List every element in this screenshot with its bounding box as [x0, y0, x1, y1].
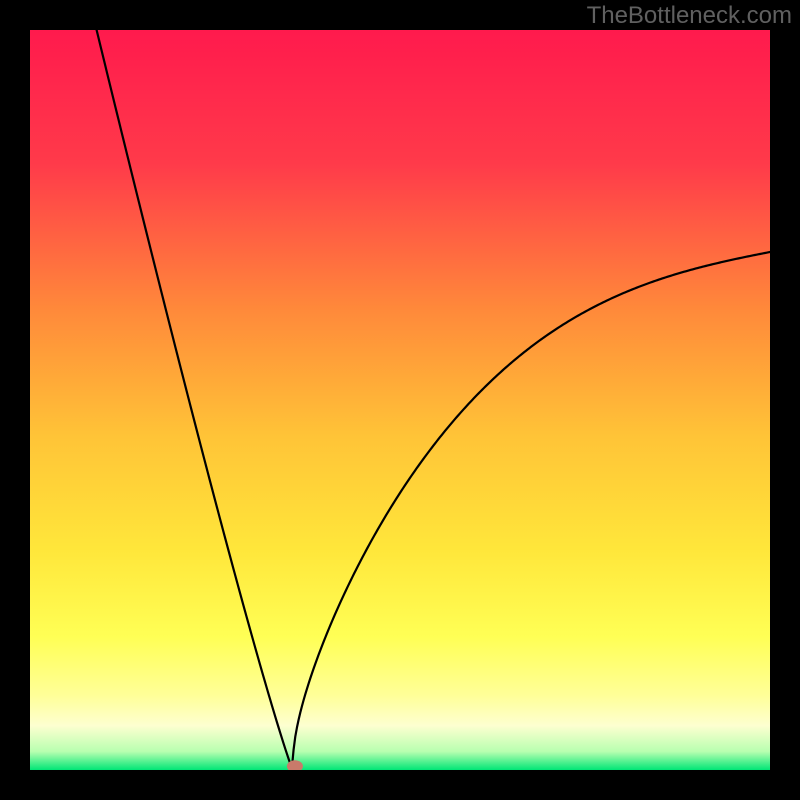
chart-svg [0, 0, 800, 800]
bottleneck-chart: TheBottleneck.com [0, 0, 800, 800]
chart-background [30, 30, 770, 770]
watermark-text: TheBottleneck.com [587, 2, 792, 30]
